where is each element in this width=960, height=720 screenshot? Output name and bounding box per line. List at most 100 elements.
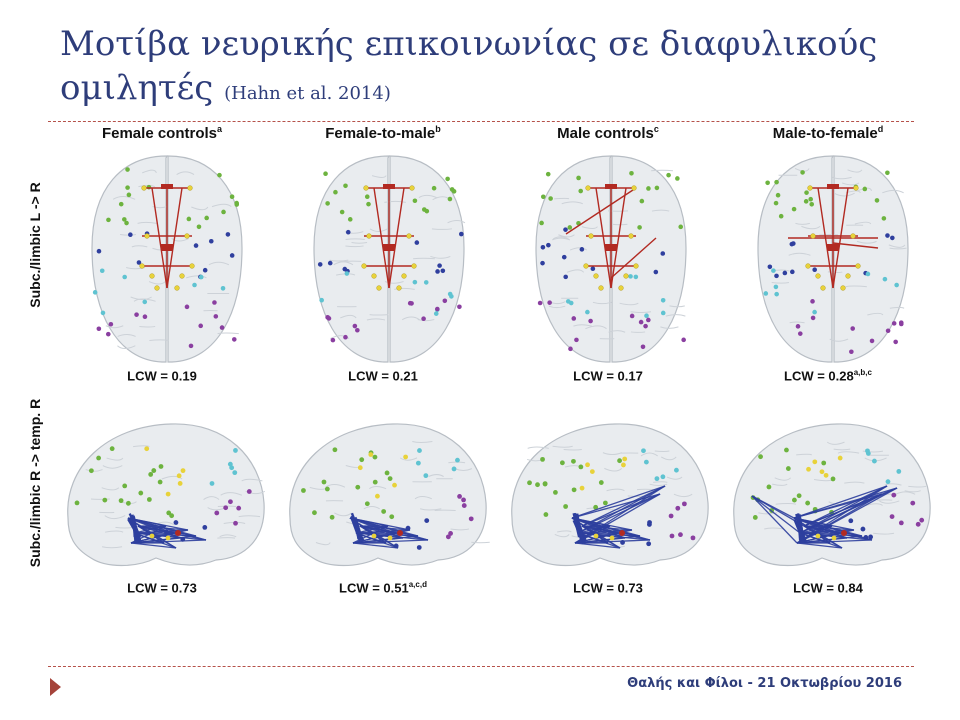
brain-node: [445, 176, 450, 182]
lcw-row1-col1: LCW = 0.19: [127, 368, 197, 384]
connection-edge: [571, 485, 666, 519]
subcortical-node: [609, 535, 615, 541]
gyrus-line: [101, 546, 123, 549]
gyrus-line: [569, 247, 588, 251]
brain-node: [192, 282, 197, 288]
brain-node: [447, 196, 453, 202]
connection-hub: [827, 184, 839, 189]
column-label-male-controls: Male controlsc: [557, 124, 659, 142]
brain-node: [641, 448, 646, 454]
gyrus-line: [334, 512, 352, 517]
brain-node: [333, 189, 338, 195]
connection-edge: [832, 242, 879, 249]
gyrus-line: [837, 451, 860, 454]
footer-text: Θαλής και Φίλοι - 21 Οκτωβρίου 2016: [627, 676, 902, 691]
brain-node: [639, 198, 645, 204]
brain-node: [812, 267, 817, 272]
brain-node: [355, 484, 361, 490]
brain-node: [229, 253, 235, 258]
brain-node: [800, 170, 805, 175]
gyrus-line: [548, 305, 566, 309]
brain-node: [96, 455, 102, 461]
subcortical-node: [815, 533, 821, 539]
brain-node: [797, 331, 803, 336]
brain-node: [440, 268, 446, 274]
brain-node: [809, 201, 815, 207]
gyrus-line: [649, 483, 668, 486]
subcortical-node: [363, 185, 369, 191]
brain-node: [366, 201, 371, 207]
gyrus-line: [130, 296, 152, 301]
brain-node: [184, 304, 190, 310]
brain-node: [666, 172, 671, 178]
brain-node: [660, 474, 666, 480]
brain-node: [792, 497, 797, 503]
brain-node: [433, 311, 439, 316]
connection-edge: [166, 187, 183, 289]
gyrus-line: [149, 339, 169, 342]
gyrus-line: [171, 237, 190, 242]
brain-node: [810, 299, 815, 304]
gyrus-line: [833, 192, 855, 197]
subcortical-node: [149, 273, 155, 279]
brain-node: [681, 337, 686, 343]
gyrus-line: [330, 335, 350, 340]
brain-node: [372, 479, 378, 485]
brain-node: [527, 480, 532, 486]
brain-node: [423, 473, 429, 479]
brain-node: [359, 457, 365, 463]
brain-node: [830, 476, 836, 482]
brain-node: [151, 468, 157, 473]
brain-node: [173, 520, 179, 525]
subcortical-node: [593, 273, 599, 279]
brain-node: [125, 167, 130, 172]
bottom-divider: [48, 666, 914, 667]
brain-node: [837, 455, 843, 461]
brain-node: [109, 446, 115, 452]
brain-node: [540, 260, 545, 266]
connection-edge: [359, 525, 429, 541]
gyrus-line: [217, 332, 239, 335]
brain-node: [225, 232, 231, 237]
connection-edge: [581, 493, 661, 527]
brain-node: [435, 306, 440, 312]
brain-node: [448, 531, 453, 536]
brain-node: [537, 300, 543, 306]
brain-node: [563, 274, 568, 280]
connection-edge: [131, 518, 137, 542]
subcortical-node: [154, 285, 160, 291]
connection-edge: [137, 525, 177, 549]
gyrus-line: [846, 190, 861, 194]
gyrus-line: [660, 326, 679, 329]
gyrus-line: [552, 445, 573, 448]
brain-node: [457, 304, 462, 310]
gyrus-line: [345, 245, 364, 248]
brain-node: [785, 466, 791, 471]
brain-node: [323, 171, 328, 177]
brain-node: [593, 504, 599, 510]
gyrus-line: [585, 325, 607, 330]
column-label-female-to-male: Female-to-maleb: [325, 124, 441, 142]
brain-node: [539, 220, 544, 226]
brain-node: [461, 503, 467, 508]
brain-node: [202, 267, 208, 273]
brain-node: [221, 209, 226, 215]
brain-node: [134, 312, 139, 317]
brain-node: [157, 479, 163, 485]
brain-node: [332, 447, 338, 453]
brain-node: [118, 498, 124, 504]
gyrus-line: [117, 334, 136, 337]
connection-edge: [359, 525, 411, 531]
connection-edge: [751, 495, 798, 544]
gyrus-line: [630, 311, 652, 313]
gyrus-line: [369, 228, 388, 232]
connection-edge: [803, 525, 873, 541]
gyrus-line: [112, 196, 136, 200]
gyrus-line: [829, 338, 849, 342]
subcortical-node: [189, 263, 195, 269]
brain-node: [806, 466, 811, 472]
gyrus-line: [801, 225, 821, 230]
brain-node: [681, 501, 687, 507]
brain-node: [899, 321, 904, 327]
brain-node: [637, 225, 642, 230]
